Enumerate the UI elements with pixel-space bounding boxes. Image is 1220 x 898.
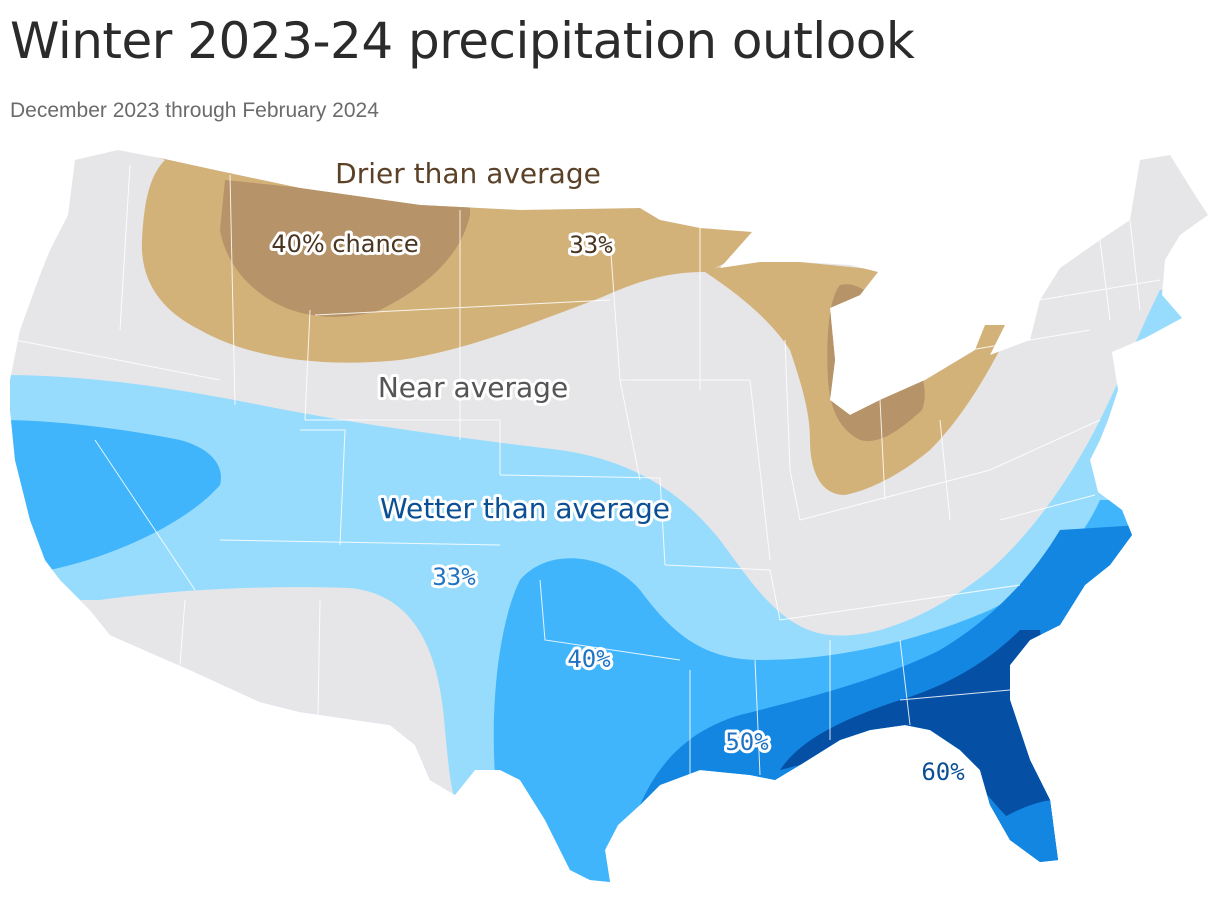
near-average-label: Near average: [378, 371, 568, 404]
dry-40-michigan: [827, 284, 925, 441]
wet-50-florida-tip: [1000, 800, 1060, 882]
wetter-label: Wetter than average: [380, 492, 670, 525]
wetter-40-label: 40%: [567, 645, 611, 673]
wet-40-california: [10, 420, 221, 580]
wetter-60-label: 60%: [921, 758, 965, 786]
dry-40-region: [220, 180, 470, 317]
near-sw-region: [10, 587, 455, 882]
wetter-33-label: 33%: [432, 563, 476, 591]
wet-60-region: [780, 630, 1060, 820]
page-subtitle: December 2023 through February 2024: [10, 99, 379, 122]
drier-33-label: 33%: [569, 231, 613, 259]
drier-40-label: 40% chance: [271, 230, 418, 258]
map-labels: Drier than average 40% chance 33% Near a…: [268, 154, 968, 789]
state-borders: [14, 164, 1161, 780]
page-title: Winter 2023-24 precipitation outlook: [10, 12, 915, 70]
drier-label: Drier than average: [335, 157, 601, 190]
wetter-50-label: 50%: [725, 728, 769, 756]
